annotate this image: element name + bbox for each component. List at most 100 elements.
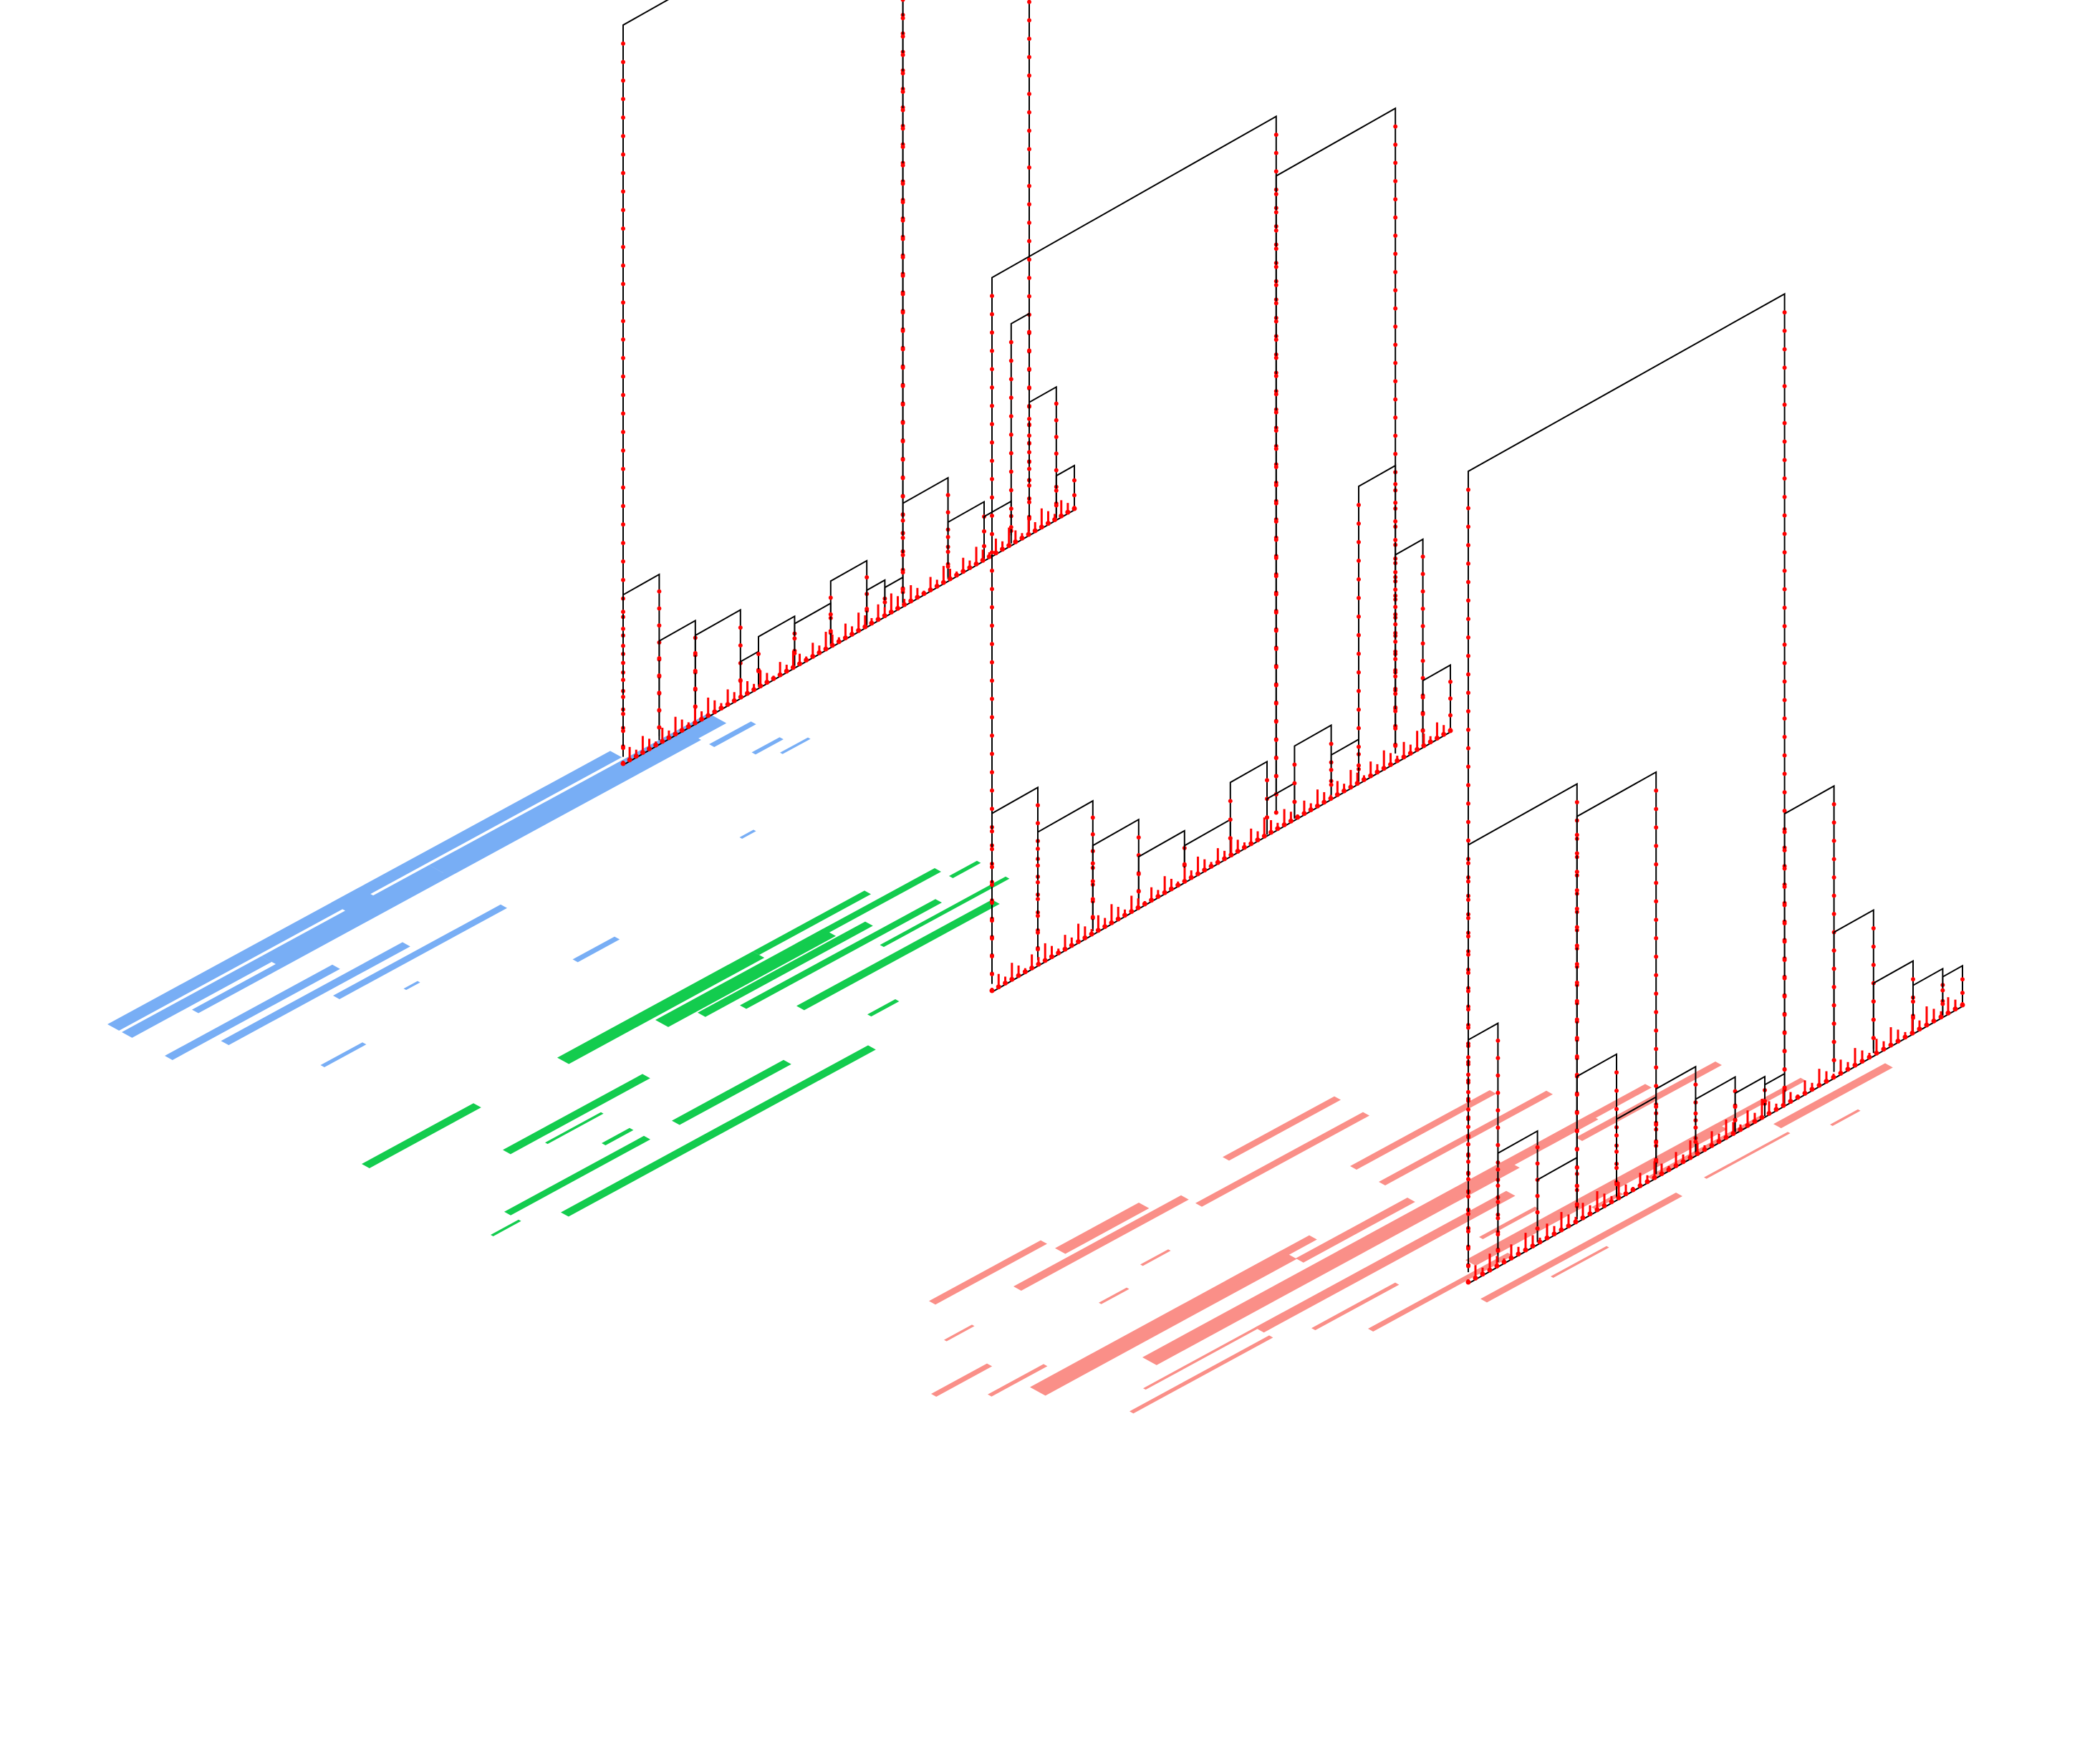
node-marker: [1027, 348, 1031, 353]
node-marker: [1054, 401, 1059, 406]
strip-segment-salmon: [988, 1364, 1048, 1397]
node-marker: [1466, 1159, 1470, 1164]
node-marker: [900, 126, 905, 131]
leaf-marker: [1673, 1163, 1679, 1168]
leaf-marker: [1960, 1002, 1965, 1008]
node-marker: [756, 651, 761, 656]
leaf-marker: [829, 642, 835, 648]
node-marker: [1466, 1177, 1470, 1182]
node-marker: [621, 189, 625, 194]
node-marker: [1008, 414, 1013, 419]
node-marker: [1466, 1125, 1470, 1130]
leaf-marker: [1537, 1239, 1543, 1245]
node-marker: [1420, 641, 1425, 646]
leaf-marker: [1062, 946, 1068, 952]
leaf-marker: [1716, 1139, 1722, 1145]
leaf-marker: [895, 605, 900, 611]
leaf-marker: [1680, 1159, 1686, 1165]
leaf-marker: [1334, 791, 1340, 797]
node-marker: [990, 605, 994, 610]
node-marker: [1027, 110, 1031, 115]
node-marker: [1273, 719, 1278, 724]
node-marker: [1495, 1056, 1501, 1061]
leaf-marker: [1052, 516, 1058, 522]
node-marker: [1027, 18, 1031, 23]
dendrogram-layer: [620, 0, 1965, 1285]
node-marker: [1265, 815, 1269, 820]
node-marker: [1329, 767, 1334, 772]
node-marker: [1273, 428, 1278, 433]
node-marker: [657, 690, 662, 695]
node-marker: [1831, 802, 1836, 807]
node-marker: [1831, 875, 1836, 880]
node-marker: [1357, 614, 1361, 619]
node-marker: [1292, 762, 1297, 767]
node-marker: [1911, 977, 1915, 982]
node-marker: [1960, 977, 1965, 982]
leaf-marker: [1109, 920, 1114, 925]
node-marker: [1831, 985, 1836, 990]
dendrogram-baseline: [991, 731, 1451, 993]
tree-2: [989, 107, 1453, 993]
node-marker: [1393, 160, 1398, 165]
leaf-marker: [902, 602, 907, 607]
leaf-marker: [1530, 1243, 1536, 1249]
node-marker: [621, 610, 625, 615]
node-marker: [1393, 178, 1398, 183]
node-marker: [1357, 521, 1361, 526]
tree-3: [1465, 292, 1965, 1285]
node-marker: [990, 678, 994, 683]
leaf-marker: [764, 679, 770, 685]
leaf-marker: [1917, 1026, 1922, 1032]
node-marker: [1393, 674, 1398, 679]
node-marker: [828, 628, 833, 633]
leaf-marker: [718, 706, 724, 711]
node-marker: [1466, 1246, 1470, 1251]
node-marker: [1831, 1058, 1836, 1063]
node-marker: [621, 208, 625, 213]
node-marker: [1466, 1072, 1470, 1077]
leaf-marker: [888, 609, 894, 615]
node-marker: [621, 78, 625, 83]
node-marker: [1574, 800, 1579, 805]
node-marker: [1654, 1104, 1659, 1110]
leaf-marker: [1831, 1074, 1836, 1080]
node-marker: [1357, 539, 1361, 544]
leaf-marker: [1395, 758, 1400, 764]
node-marker: [1036, 821, 1040, 826]
leaf-marker: [1168, 886, 1174, 892]
node-marker: [1273, 737, 1278, 742]
node-marker: [1782, 605, 1787, 610]
leaf-marker: [1874, 1050, 1879, 1056]
node-marker: [1357, 651, 1361, 656]
node-marker: [1871, 963, 1876, 968]
node-marker: [1273, 410, 1278, 415]
node-marker: [1574, 851, 1579, 856]
node-marker: [1831, 911, 1836, 916]
node-marker: [900, 384, 905, 389]
node-marker: [990, 294, 994, 299]
leaf-marker: [1255, 837, 1261, 843]
node-marker: [1027, 329, 1031, 334]
node-marker: [1535, 1161, 1540, 1166]
node-marker: [1393, 124, 1398, 129]
leaf-marker: [1795, 1094, 1801, 1100]
node-marker: [1393, 657, 1398, 662]
node-marker: [693, 650, 698, 655]
leaf-marker: [725, 701, 731, 707]
strip-segment-salmon: [1225, 1235, 1317, 1286]
strip-segment-salmon: [1013, 1195, 1189, 1291]
leaf-marker: [685, 723, 691, 729]
node-marker: [1654, 1028, 1659, 1033]
node-marker: [1273, 319, 1278, 324]
node-marker: [621, 115, 625, 120]
node-marker: [990, 642, 994, 647]
node-marker: [1871, 999, 1876, 1004]
node-marker: [1763, 1099, 1767, 1104]
node-marker: [1357, 577, 1361, 582]
leaf-marker: [1924, 1022, 1930, 1028]
node-marker: [1466, 764, 1470, 769]
node-marker: [1495, 1200, 1501, 1205]
node-marker: [1393, 569, 1398, 574]
dendrogram-link: [983, 500, 1012, 559]
